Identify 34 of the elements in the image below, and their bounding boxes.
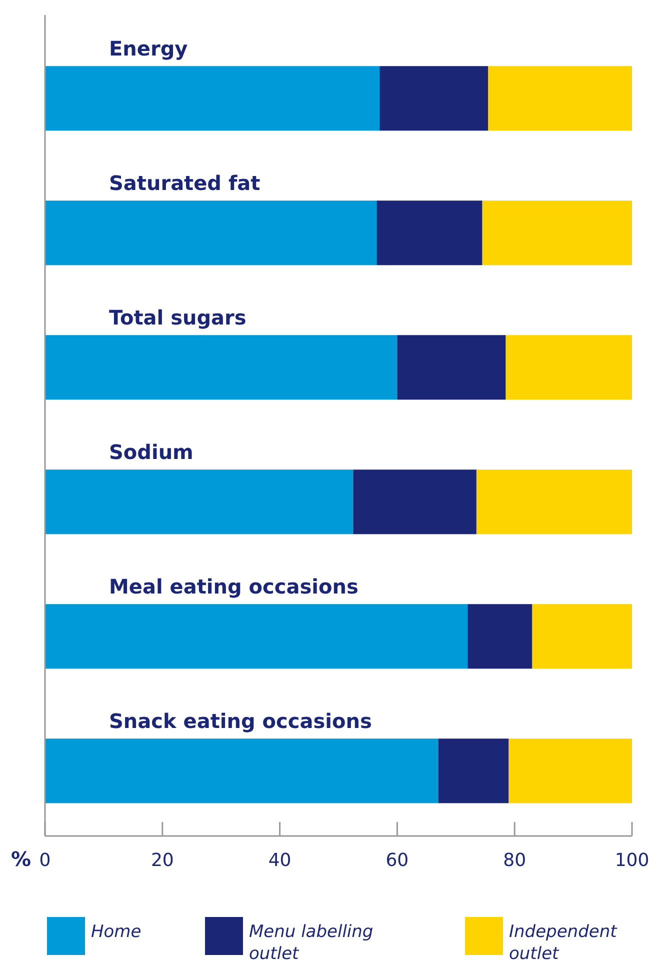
y-tick-label: Total sugars [109, 305, 246, 330]
legend-label: Independent outlet [509, 922, 618, 964]
bar [476, 470, 632, 534]
x-tick-label: 20 [150, 850, 174, 871]
bar [482, 200, 632, 266]
bar [532, 604, 632, 669]
legend-label: Home [91, 922, 142, 942]
y-tick-label: Snack eating occasions [109, 708, 372, 733]
bar [45, 66, 380, 131]
y-tick-label: Saturated fat [109, 170, 261, 195]
bar [506, 335, 632, 400]
bar [353, 470, 476, 534]
x-tick-label: 40 [268, 850, 292, 871]
y-tick-label: Energy [109, 36, 188, 60]
y-tick-label: Sodium [109, 440, 194, 464]
bar [45, 335, 398, 400]
x-axis-title: % [10, 847, 31, 871]
bar [45, 604, 468, 669]
bar [397, 335, 506, 400]
bar [376, 200, 482, 266]
x-tick-label: 80 [503, 850, 526, 871]
bar [380, 66, 488, 131]
legend-label: Menu labelling outlet [249, 922, 374, 964]
x-tick-label: 60 [386, 850, 409, 871]
bar [45, 738, 438, 804]
bar [45, 470, 354, 534]
bar [438, 738, 509, 804]
bar [508, 738, 632, 804]
bar [488, 66, 632, 131]
bar [45, 200, 377, 266]
bar [468, 604, 532, 669]
y-tick-label: Meal eating occasions [109, 574, 358, 598]
x-tick-label: 100 [614, 850, 650, 871]
x-tick-label: 0 [39, 850, 51, 871]
